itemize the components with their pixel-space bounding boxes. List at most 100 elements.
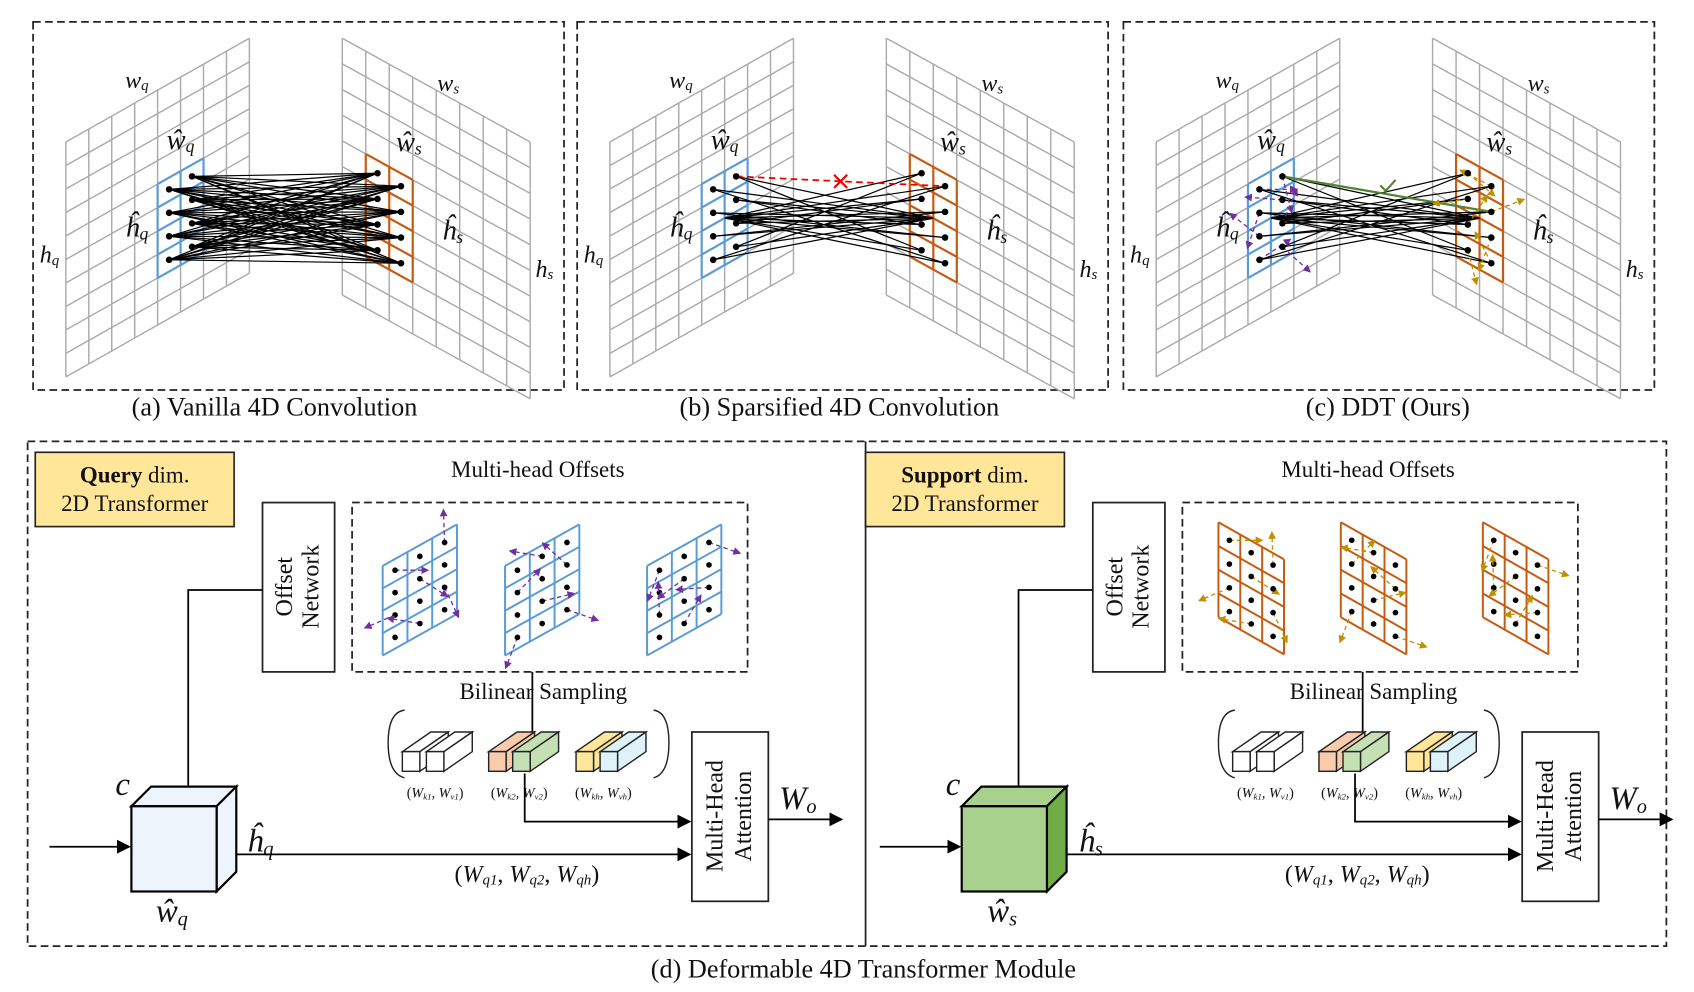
dot [706, 539, 712, 546]
subscript: q [140, 224, 149, 244]
subscript: s [456, 227, 463, 247]
channel-label: c [946, 767, 961, 803]
connection [735, 172, 922, 248]
offset-arrow [1244, 193, 1283, 202]
connection [191, 246, 402, 264]
grid-line [1155, 272, 1341, 378]
connection [724, 211, 946, 219]
connection [192, 185, 402, 201]
connection [191, 175, 402, 213]
offset-arrow [1474, 231, 1492, 264]
dot [706, 584, 712, 591]
connection [736, 199, 922, 226]
offset-arrow [656, 578, 685, 600]
symbol-label: ŵs [396, 127, 422, 159]
offset-arrow [1488, 553, 1497, 588]
offset-arrow [1281, 187, 1299, 224]
text-part: W [1410, 786, 1423, 802]
badge [34, 451, 235, 528]
attention-box [1521, 731, 1600, 903]
offset-arrow [1467, 250, 1479, 286]
kv-block [487, 750, 507, 773]
connection [1270, 217, 1492, 239]
arrow [523, 773, 692, 829]
subscript: k1 [423, 791, 431, 801]
connection [1270, 172, 1468, 219]
subscript: s [1547, 227, 1554, 247]
dot [441, 584, 448, 591]
dot [1226, 561, 1233, 567]
connection [1270, 211, 1492, 219]
connection [724, 217, 946, 264]
text-part: W [1340, 862, 1362, 888]
subscript: s [1505, 138, 1512, 158]
kv-block [575, 750, 595, 773]
text-part: ĥ [125, 210, 140, 243]
kv-label: (Wk2, Wv2) [1321, 786, 1378, 802]
text-part: , [1328, 862, 1340, 888]
symbol-label: wq [1215, 67, 1239, 94]
text-part: , [432, 786, 439, 802]
subscript: q [684, 224, 693, 244]
dot [1348, 608, 1355, 615]
text-part: ŵ [987, 893, 1009, 929]
kv-block [599, 750, 619, 773]
symbol-label: ĥs [986, 213, 1007, 247]
text-part: w [437, 71, 453, 97]
subscript: k2 [1338, 791, 1347, 801]
dot [416, 553, 423, 560]
subscript: v2 [535, 791, 544, 801]
grid-line [646, 590, 722, 634]
text-part: W [580, 786, 593, 802]
dot [941, 259, 949, 267]
offset-arrow [386, 615, 420, 625]
grid-line [646, 545, 722, 590]
offset-arrow [683, 594, 702, 624]
connection [192, 211, 402, 224]
dot [1512, 621, 1519, 627]
dot [918, 221, 925, 228]
text-part: ŵ [940, 127, 959, 158]
grid-line [504, 613, 580, 657]
offset-arrow [419, 578, 449, 598]
text-part: h [584, 242, 596, 268]
text-part: ( [575, 786, 580, 802]
kv-label: (Wkh, Wvh) [575, 786, 632, 802]
connection [191, 222, 402, 264]
grid-line [341, 63, 531, 169]
channel-label: c [115, 767, 130, 803]
connection [191, 172, 378, 224]
grid-line [341, 294, 531, 400]
connection [192, 222, 378, 226]
text-part: ŵ [156, 893, 178, 929]
grid-line [65, 249, 250, 355]
connection [192, 175, 402, 187]
dot [709, 233, 717, 240]
text-part: W [1326, 786, 1339, 802]
text-part: , [497, 862, 509, 888]
dot [564, 584, 570, 591]
dot [539, 620, 546, 627]
symbol-label: ĥs [442, 213, 463, 247]
text-part: ) [1373, 786, 1378, 802]
symbol-label: wq [125, 67, 149, 94]
dot [681, 575, 688, 582]
dot [732, 220, 740, 227]
offset-arrow [1477, 237, 1492, 272]
grid-line [65, 84, 250, 190]
offset-arrow [1503, 610, 1538, 619]
badge-bold: Support [901, 463, 982, 488]
dot [1226, 537, 1233, 544]
offset-arrow [1467, 194, 1488, 225]
grid-line [1482, 545, 1549, 584]
offset-arrow [1488, 575, 1517, 597]
dot [165, 209, 173, 217]
subscript: q [186, 136, 195, 156]
offset-arrow [504, 637, 519, 670]
offset-arrow [1537, 564, 1570, 578]
subscript: vh [1449, 791, 1458, 801]
text-part: W [1609, 780, 1639, 816]
text-part: , [1375, 862, 1387, 888]
connection [191, 175, 378, 200]
symbol-label: ws [1528, 71, 1550, 98]
